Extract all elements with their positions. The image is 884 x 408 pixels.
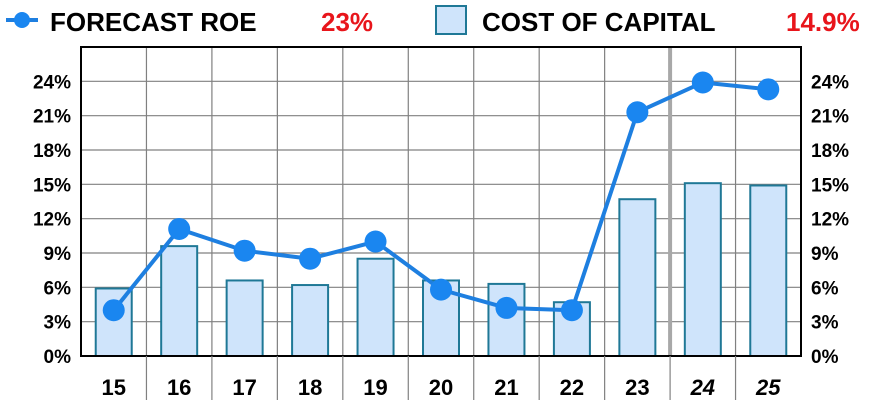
- y-tick-right-4: 12%: [811, 210, 849, 231]
- y-tick-left-1: 3%: [44, 313, 72, 334]
- x-tick-20: 20: [429, 375, 453, 400]
- y-tick-left-0: 0%: [44, 347, 72, 368]
- x-tick-24: 24: [690, 375, 715, 400]
- y-tick-left-8: 24%: [33, 72, 71, 93]
- x-tick-25: 25: [755, 375, 781, 400]
- y-tick-right-8: 24%: [811, 72, 849, 93]
- y-tick-right-3: 9%: [811, 244, 839, 265]
- x-tick-18: 18: [298, 375, 322, 400]
- bar-19: [356, 257, 395, 358]
- legend-roe-value: 23%: [321, 7, 373, 37]
- roe-point-24: [691, 71, 714, 94]
- roe-point-17: [233, 239, 256, 262]
- roe-point-18: [299, 247, 322, 270]
- y-tick-right-5: 15%: [811, 175, 849, 196]
- y-tick-left-5: 15%: [33, 175, 71, 196]
- x-tick-22: 22: [560, 375, 584, 400]
- roe-point-15: [102, 299, 125, 322]
- bar-25: [749, 184, 788, 357]
- roe-point-20: [430, 278, 452, 301]
- y-tick-left-2: 6%: [44, 278, 72, 299]
- legend-svg: FORECAST ROE 23% COST OF CAPITAL 14.9%: [6, 5, 860, 37]
- roe-point-25: [757, 78, 780, 101]
- y-tick-right-1: 3%: [811, 313, 839, 334]
- y-tick-left-7: 21%: [33, 107, 71, 128]
- bar-15: [94, 287, 133, 358]
- legend-roe-label: FORECAST ROE: [50, 7, 257, 37]
- bar-24: [683, 182, 722, 357]
- roe-point-19: [364, 230, 387, 253]
- y-tick-right-0: 0%: [811, 347, 839, 368]
- x-tick-23: 23: [625, 375, 649, 400]
- bar-23: [618, 198, 657, 357]
- bar-17: [225, 279, 264, 358]
- roe-point-16: [168, 217, 191, 240]
- x-tick-19: 19: [363, 375, 387, 400]
- plot-border: [80, 46, 802, 357]
- x-tick-17: 17: [232, 375, 256, 400]
- y-tick-right-7: 21%: [811, 107, 849, 128]
- legend-coc-value: 14.9%: [786, 7, 860, 37]
- x-tick-16: 16: [167, 375, 191, 400]
- y-tick-right-2: 6%: [811, 278, 839, 299]
- y-tick-right-6: 18%: [811, 141, 849, 162]
- y-tick-left-3: 9%: [44, 244, 72, 265]
- bar-16: [160, 245, 199, 357]
- bar-21: [487, 282, 526, 357]
- y-tick-left-4: 12%: [33, 210, 71, 231]
- legend-coc-label: COST OF CAPITAL: [482, 7, 716, 37]
- x-tick-21: 21: [494, 375, 518, 400]
- bar-18: [291, 284, 330, 357]
- legend-roe-marker-icon: [14, 12, 30, 28]
- roe-point-21: [495, 296, 518, 319]
- legend-coc-swatch-icon: [435, 5, 467, 35]
- roe-point-23: [626, 101, 649, 124]
- y-tick-left-6: 18%: [33, 141, 71, 162]
- roe-point-22: [560, 299, 583, 322]
- x-tick-15: 15: [101, 375, 125, 400]
